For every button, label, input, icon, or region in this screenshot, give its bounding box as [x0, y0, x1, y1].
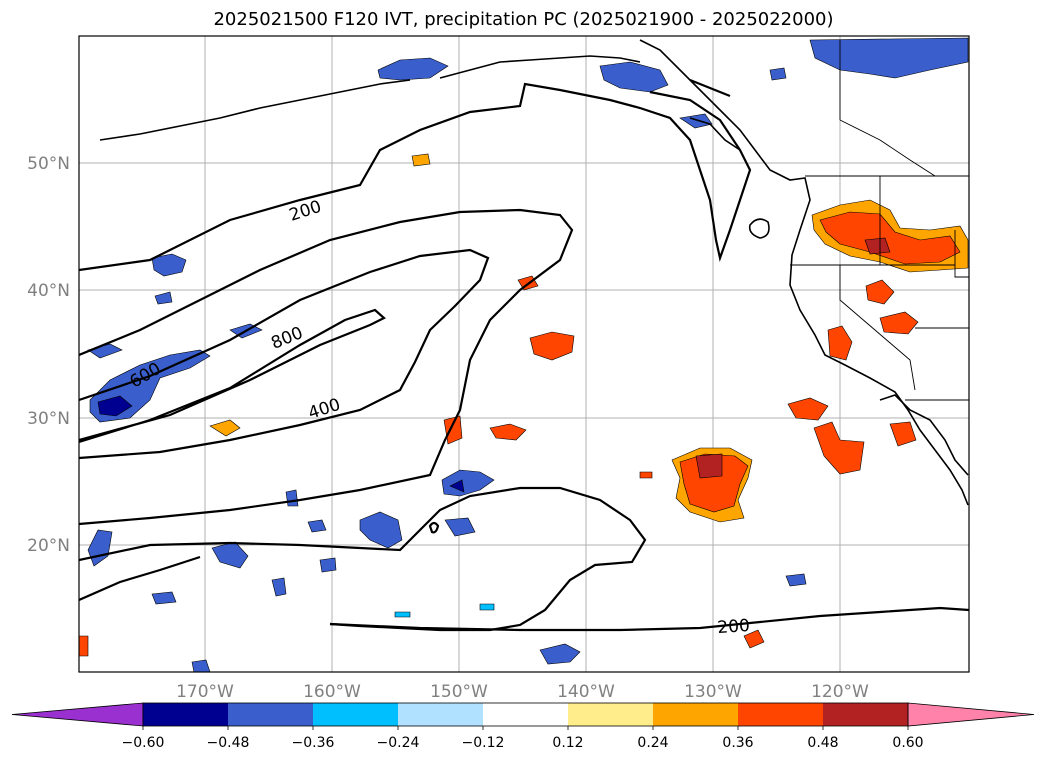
lon-label: 160°W — [303, 682, 361, 702]
map-border — [78, 35, 970, 673]
latitude-labels: 50°N 40°N 30°N 20°N — [27, 154, 70, 556]
longitude-labels: 170°W 160°W 150°W 140°W 130°W 120°W — [176, 682, 869, 702]
colorbar-segment — [823, 703, 908, 726]
colorbar-segment — [143, 703, 228, 726]
colorbar-segment — [738, 703, 823, 726]
lon-label: 120°W — [811, 682, 869, 702]
colorbar-tick-label: −0.12 — [462, 735, 505, 751]
lat-label: 20°N — [27, 536, 70, 556]
lon-label: 170°W — [176, 682, 234, 702]
colorbar-segment — [398, 703, 483, 726]
colorbar-tick-label: 0.24 — [637, 735, 668, 751]
colorbar-tick-label: 0.12 — [552, 735, 583, 751]
colorbar-segment — [483, 703, 568, 726]
colorbar-segment — [568, 703, 653, 726]
negative-precip-patches — [87, 37, 969, 672]
map-area — [79, 36, 969, 672]
lat-label: 40°N — [27, 281, 70, 301]
colorbar: −0.60 −0.48 −0.36 −0.24 −0.12 0.12 0.24 0.36 0.4… — [11, 702, 1035, 751]
colorbar-tick-label: 0.36 — [722, 735, 753, 751]
lat-label: 50°N — [27, 154, 70, 174]
colorbar-extend-low — [11, 702, 144, 727]
colorbar-tick-label: −0.48 — [207, 735, 250, 751]
map-title: 2025021500 F120 IVT, precipitation PC (2… — [213, 9, 834, 30]
colorbar-segment — [313, 703, 398, 726]
ivt-contours — [79, 78, 969, 632]
contour-labels: 200 600 800 400 200 — [126, 197, 750, 638]
gridlines — [79, 36, 969, 672]
lon-label: 140°W — [557, 682, 615, 702]
colorbar-tick-label: 0.48 — [807, 735, 838, 751]
lon-label: 130°W — [684, 682, 742, 702]
contour-label: 200 — [717, 616, 751, 638]
colorbar-extend-high — [907, 702, 1035, 727]
lat-label: 30°N — [27, 409, 70, 429]
colorbar-tick-label: −0.60 — [122, 735, 165, 751]
colorbar-segment — [653, 703, 738, 726]
lon-label: 150°W — [430, 682, 488, 702]
borders — [790, 40, 969, 401]
colorbar-segment — [228, 703, 313, 726]
colorbar-tick-label: 0.60 — [892, 735, 923, 751]
coastlines — [99, 39, 969, 506]
colorbar-tick-label: −0.36 — [292, 735, 335, 751]
colorbar-border — [142, 702, 909, 727]
colorbar-tick-label: −0.24 — [377, 735, 420, 751]
